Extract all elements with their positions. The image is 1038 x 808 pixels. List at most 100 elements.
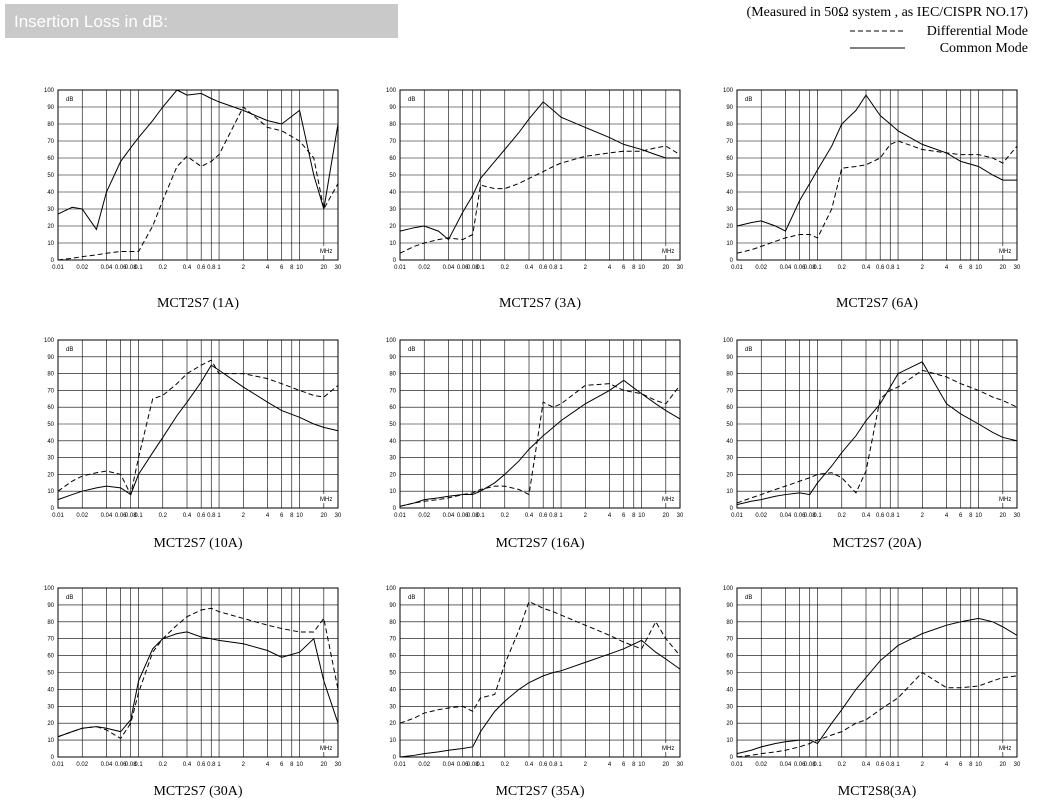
x-tick-label: 2	[242, 265, 246, 271]
x-tick-label: 0.08	[125, 513, 137, 519]
y-tick-label: 30	[726, 207, 733, 213]
x-tick-label: 10	[975, 513, 982, 519]
y-tick-label: 0	[730, 755, 734, 761]
y-tick-label: 60	[47, 156, 54, 162]
series-line	[399, 379, 681, 507]
x-tick-label: 6	[622, 265, 626, 271]
x-tick-label: 10	[296, 762, 303, 768]
x-tick-label: 4	[608, 513, 612, 519]
x-tick-label: 0.01	[731, 762, 743, 768]
y-tick-label: 90	[726, 105, 733, 111]
label-bg	[660, 494, 677, 503]
x-tick-label: 2	[921, 762, 925, 768]
x-tick-label: 0.4	[862, 762, 871, 768]
x-tick-label: 0.1	[134, 762, 143, 768]
y-tick-label: 60	[389, 405, 396, 411]
label-bg	[997, 246, 1014, 255]
label-bg	[64, 592, 76, 601]
y-tick-label: 20	[726, 472, 733, 478]
x-tick-label: 0.08	[804, 265, 816, 271]
x-tick-label: 2	[921, 265, 925, 271]
x-tick-label: 6	[280, 762, 284, 768]
chart-title: MCT2S7 (6A)	[836, 296, 918, 311]
y-tick-label: 60	[726, 405, 733, 411]
y-tick-label: 60	[726, 654, 733, 660]
series-line	[57, 359, 339, 497]
y-tick-label: 100	[44, 88, 55, 94]
y-tick-label: 80	[389, 122, 396, 128]
x-tick-label: 8	[969, 265, 973, 271]
x-tick-label: 20	[320, 762, 327, 768]
x-tick-label: 0.08	[467, 513, 479, 519]
x-tick-label: 0.04	[780, 513, 792, 519]
x-axis-label: MHz	[662, 497, 674, 503]
y-tick-label: 100	[386, 88, 397, 94]
label-bg	[997, 743, 1014, 752]
y-tick-label: 0	[51, 755, 55, 761]
y-tick-label: 10	[389, 489, 396, 495]
x-axis-label: MHz	[999, 249, 1011, 255]
x-tick-label: 30	[677, 513, 684, 519]
x-tick-label: 0.02	[418, 762, 430, 768]
y-tick-label: 50	[47, 671, 54, 677]
x-tick-label: 20	[999, 762, 1006, 768]
x-tick-label: 0.4	[862, 265, 871, 271]
y-axis-label: dB	[66, 97, 73, 103]
y-axis-label: dB	[745, 97, 752, 103]
x-tick-label: 1	[559, 265, 563, 271]
x-tick-label: 6	[622, 762, 626, 768]
x-tick-label: 8	[632, 762, 636, 768]
series-line	[736, 671, 1018, 758]
y-tick-label: 70	[47, 139, 54, 145]
x-tick-label: 0.06	[794, 513, 806, 519]
x-tick-label: 8	[632, 265, 636, 271]
x-tick-label: 0.6	[197, 762, 206, 768]
y-tick-label: 90	[47, 603, 54, 609]
x-tick-label: 0.8	[886, 265, 895, 271]
x-tick-label: 0.4	[183, 265, 192, 271]
x-tick-label: 1	[896, 513, 900, 519]
y-tick-label: 50	[726, 422, 733, 428]
x-tick-label: 6	[959, 762, 963, 768]
y-tick-label: 40	[47, 190, 54, 196]
x-tick-label: 0.06	[794, 265, 806, 271]
chart-title: MCT2S8(3A)	[838, 784, 917, 799]
y-tick-label: 30	[389, 207, 396, 213]
x-tick-label: 0.06	[457, 762, 469, 768]
x-tick-label: 20	[662, 265, 669, 271]
x-tick-label: 0.8	[207, 513, 216, 519]
x-tick-label: 10	[975, 762, 982, 768]
x-tick-label: 0.02	[76, 762, 88, 768]
y-tick-label: 10	[726, 738, 733, 744]
x-tick-label: 0.1	[134, 265, 143, 271]
y-tick-label: 80	[47, 620, 54, 626]
y-tick-label: 90	[389, 603, 396, 609]
x-tick-label: 0.04	[101, 265, 113, 271]
y-tick-label: 50	[389, 422, 396, 428]
header-note: (Measured in 50Ω system , as IEC/CISPR N…	[747, 5, 1029, 20]
y-tick-label: 20	[47, 224, 54, 230]
legend-label: Differential Mode	[927, 24, 1028, 39]
x-tick-label: 20	[320, 265, 327, 271]
x-tick-label: 2	[921, 513, 925, 519]
x-tick-label: 0.02	[76, 265, 88, 271]
y-tick-label: 10	[47, 738, 54, 744]
x-tick-label: 0.02	[418, 265, 430, 271]
series-line	[399, 101, 680, 241]
label-bg	[318, 246, 335, 255]
x-tick-label: 0.01	[731, 265, 743, 271]
y-tick-label: 20	[47, 472, 54, 478]
y-tick-label: 60	[47, 405, 54, 411]
y-tick-label: 20	[47, 721, 54, 727]
x-tick-label: 0.01	[394, 265, 406, 271]
x-tick-label: 0.06	[457, 265, 469, 271]
x-tick-label: 0.06	[115, 762, 127, 768]
y-tick-label: 100	[723, 338, 734, 344]
x-tick-label: 0.8	[886, 513, 895, 519]
x-tick-label: 0.04	[101, 762, 113, 768]
x-tick-label: 0.4	[183, 762, 192, 768]
series-line	[57, 364, 339, 501]
x-tick-label: 8	[290, 265, 294, 271]
series-line	[736, 369, 1018, 504]
series-line	[57, 106, 339, 261]
